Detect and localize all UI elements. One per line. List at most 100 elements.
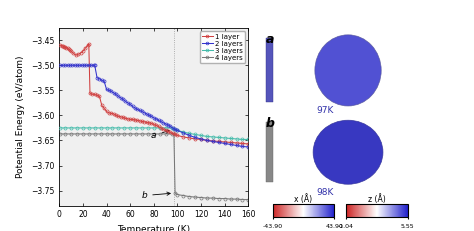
4 layers [210,197,216,199]
3 layers [171,128,177,131]
4 layers [128,133,133,135]
4 layers [157,133,163,135]
2 layers [158,120,164,123]
3 layers [98,127,103,129]
4 layers [222,197,228,200]
3 layers [240,138,246,141]
3 layers [68,127,74,129]
3 layers [74,127,80,129]
Line: 2 layers: 2 layers [59,64,250,149]
3 layers [198,134,204,137]
Text: b: b [141,191,170,200]
3 layers [121,127,127,129]
4 layers [174,193,180,196]
3 layers [157,127,163,129]
3 layers [234,138,239,140]
4 layers [68,133,74,135]
3 layers [109,127,115,129]
4 layers [139,133,145,135]
Text: a: a [151,130,169,140]
4 layers [74,133,80,135]
3 layers [62,127,68,129]
2 layers [97,77,102,80]
4 layers [145,133,151,135]
4 layers [57,133,63,135]
Bar [266,122,273,182]
1 layer [82,47,88,50]
3 layers [204,135,210,138]
3 layers [128,127,133,129]
3 layers [92,127,98,129]
4 layers [133,133,139,135]
3 layers [246,138,251,141]
Bar [266,38,273,102]
4 layers [109,133,115,135]
3 layers [139,127,145,129]
1 layer [246,143,251,145]
3 layers [163,127,168,129]
1 layer [210,140,216,142]
3 layers [186,132,192,135]
3 layers [57,127,63,129]
4 layers [86,133,91,135]
3 layers [210,136,216,138]
4 layers [192,196,198,198]
4 layers [80,133,86,135]
4 layers [186,195,192,198]
1 layer [85,44,91,47]
2 layers [125,101,131,104]
1 layer [57,44,63,47]
3 layers [145,127,151,129]
4 layers [169,133,174,135]
2 layers [101,80,107,83]
4 layers [121,133,127,135]
3 layers [116,127,121,129]
3 layers [228,137,234,140]
1 layer [137,119,143,122]
4 layers [62,133,68,135]
Line: 4 layers: 4 layers [59,132,250,201]
Title: x (Å): x (Å) [294,195,312,204]
4 layers [234,198,239,201]
1 layer [86,43,91,46]
3 layers [151,127,157,129]
3 layers [169,127,174,129]
2 layers [246,146,251,148]
Text: 97K: 97K [317,106,334,115]
4 layers [104,133,109,135]
4 layers [151,133,157,135]
4 layers [172,192,178,195]
Legend: 1 layer, 2 layers, 3 layers, 4 layers: 1 layer, 2 layers, 3 layers, 4 layers [200,31,245,63]
3 layers [80,127,86,129]
2 layers [240,145,246,148]
4 layers [163,133,168,135]
3 layers [174,129,180,132]
4 layers [246,198,251,201]
Text: b: b [266,117,275,130]
3 layers [222,137,228,139]
Ellipse shape [313,120,383,184]
4 layers [198,196,204,199]
4 layers [240,198,246,201]
Line: 3 layers: 3 layers [59,126,250,141]
2 layers [57,64,63,67]
4 layers [181,194,186,197]
Text: a: a [266,33,274,46]
4 layers [216,197,222,200]
3 layers [181,131,186,133]
4 layers [116,133,121,135]
3 layers [133,127,139,129]
Line: 1 layer: 1 layer [59,43,250,146]
X-axis label: Temperature (K): Temperature (K) [117,225,191,231]
3 layers [104,127,109,129]
Text: 98K: 98K [317,188,334,197]
4 layers [171,133,177,135]
Y-axis label: Potential Energy (eV/atom): Potential Energy (eV/atom) [17,55,26,178]
1 layer [139,120,145,123]
1 layer [113,114,119,117]
4 layers [204,197,210,199]
Title: z (Å): z (Å) [368,195,386,204]
3 layers [192,133,198,136]
4 layers [98,133,103,135]
3 layers [216,136,222,139]
